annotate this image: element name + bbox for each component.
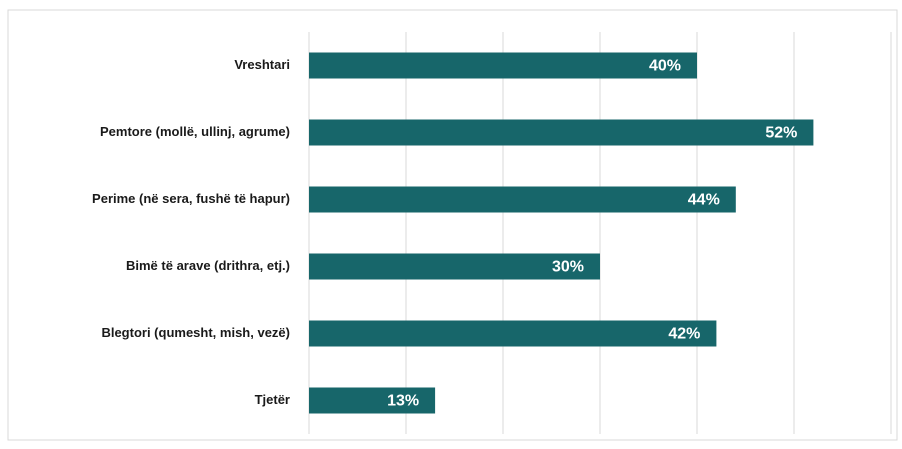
data-label: 30% <box>552 259 584 276</box>
data-label: 40% <box>649 58 681 75</box>
y-tick-label: Perime (në sera, fushë të hapur) <box>92 191 290 206</box>
y-tick-label: Bimë të arave (drithra, etj.) <box>126 258 290 273</box>
y-tick-label: Blegtori (qumesht, mish, vezë) <box>101 325 290 340</box>
y-tick-label: Pemtore (mollë, ullinj, agrume) <box>100 124 290 139</box>
y-tick-label: Tjetër <box>255 392 290 407</box>
data-label: 52% <box>765 125 797 142</box>
bar <box>309 52 697 79</box>
data-label: 13% <box>387 393 419 410</box>
data-label: 44% <box>688 192 720 209</box>
bar <box>309 320 717 347</box>
bar <box>309 253 600 280</box>
data-label: 42% <box>668 326 700 343</box>
y-tick-label: Vreshtari <box>234 57 290 72</box>
bar <box>309 387 436 414</box>
bar <box>309 119 814 146</box>
bar <box>309 186 736 213</box>
chart-frame <box>7 9 898 441</box>
